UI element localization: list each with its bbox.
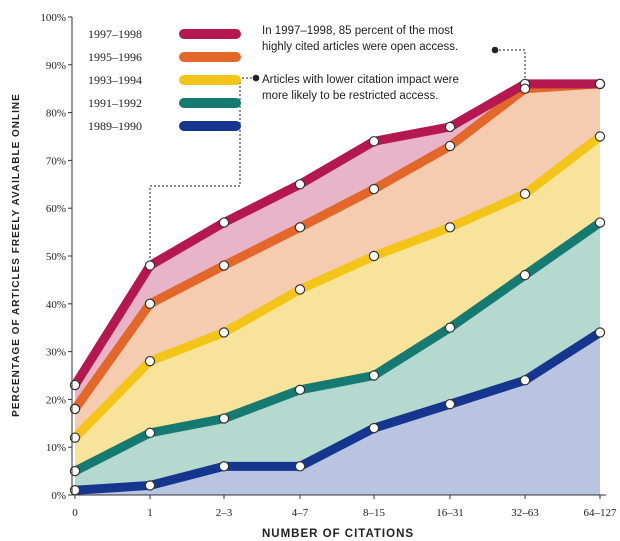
series-line-3 (70, 132, 605, 443)
x-tick-label: 64–127 (584, 507, 618, 519)
x-tick-label: 0 (72, 507, 78, 519)
y-tick-label: 40% (46, 299, 66, 311)
annotation-text: more likely to be restricted access. (262, 90, 438, 102)
legend-label: 1995–1996 (88, 50, 142, 64)
series-line-2 (70, 79, 605, 414)
annotation-dot (491, 46, 499, 54)
x-tick-label: 32–63 (511, 507, 539, 519)
annotation-dot (252, 74, 260, 82)
series-line-4 (70, 218, 605, 476)
series-line-1 (70, 79, 605, 390)
x-tick-label: 8–15 (363, 507, 386, 519)
data-point-s5-8 (594, 327, 606, 338)
data-point-s4-2 (144, 427, 156, 439)
y-tick-label: 100% (40, 12, 66, 24)
data-point-s2-5 (368, 183, 380, 195)
y-tick-label: 60% (46, 203, 66, 215)
data-point-s4-1 (69, 465, 81, 477)
data-point-s3-6 (444, 222, 456, 233)
y-tick-label: 80% (46, 108, 66, 120)
y-tick-label: 20% (46, 394, 66, 406)
data-point-s3-1 (69, 432, 81, 443)
data-point-s2-2 (144, 298, 156, 309)
axes: 0% 10% 20% 30% 40% 50% 60% 70% 80% 90% 100% 0 1 2–3 4–… (11, 12, 617, 540)
series-line-5 (70, 327, 605, 495)
data-point-s1-4 (294, 179, 306, 190)
data-point-s5-7 (519, 375, 531, 386)
data-point-s2-1 (69, 403, 81, 415)
data-point-s5-6 (444, 398, 456, 410)
data-point-s4-3 (218, 413, 230, 424)
annotation-text: Articles with lower citation impact were (262, 74, 459, 86)
y-axis-title: PERCENTAGE OF ARTICLES FREELY AVAILABLE … (11, 93, 22, 417)
x-tick-label: 16–31 (436, 507, 464, 519)
x-axis-title: NUMBER OF CITATIONS (262, 528, 414, 540)
y-tick-label: 50% (46, 251, 66, 263)
data-point-s4-7 (519, 269, 531, 281)
y-tick-label: 30% (46, 347, 66, 359)
y-tick-label: 10% (46, 442, 66, 454)
data-point-s2-4 (294, 222, 306, 233)
legend: 1997–1998 1995–1996 1993–1994 1991–1992 1989… (88, 27, 241, 133)
annotation-text: highly cited articles were open access. (262, 41, 458, 53)
annotation-text: In 1997–1998, 85 percent of the most (262, 25, 454, 37)
data-point-s4-5 (368, 370, 380, 381)
data-point-s5-2 (144, 480, 156, 491)
area-fill-2 (75, 83, 600, 438)
x-tick-label: 4–7 (292, 507, 309, 519)
data-point-s5-5 (368, 422, 380, 434)
data-point-s5-4 (294, 461, 306, 472)
data-point-s1-1 (69, 379, 81, 391)
data-point-s3-8 (594, 131, 606, 142)
y-tick-label: 0% (51, 490, 66, 502)
leader-line (149, 77, 256, 260)
y-tick-label: 90% (46, 60, 66, 72)
data-point-s3-4 (294, 284, 306, 295)
legend-label: 1989–1990 (88, 119, 142, 133)
annotations: In 1997–1998, 85 percent of the most high… (252, 25, 499, 102)
data-point-s2-7 (519, 83, 531, 94)
x-tick-label: 2–3 (216, 507, 233, 519)
legend-label: 1993–1994 (88, 73, 142, 87)
x-tick-label: 1 (147, 507, 153, 519)
data-points (69, 78, 606, 496)
data-point-s1-6 (444, 121, 456, 133)
data-point-s3-3 (218, 327, 230, 338)
annotation-leaders (149, 49, 526, 260)
area-fill-5 (75, 332, 600, 495)
data-point-s2-6 (444, 140, 456, 152)
leader-line (495, 49, 526, 78)
y-tick-label: 70% (46, 155, 66, 167)
series-lines (70, 79, 605, 495)
data-point-s3-7 (519, 188, 531, 200)
data-point-s4-8 (594, 217, 606, 228)
data-point-s4-4 (294, 384, 306, 396)
data-point-s3-5 (368, 250, 380, 262)
data-point-s1-3 (218, 217, 230, 228)
data-point-s1-2 (144, 260, 156, 271)
legend-label: 1991–1992 (88, 96, 142, 110)
data-point-s4-6 (444, 322, 456, 333)
data-point-s3-2 (144, 355, 156, 367)
data-point-s2-3 (218, 260, 230, 271)
data-point-s1-5 (368, 136, 380, 147)
data-point-s2-8 (594, 78, 606, 90)
data-point-s5-3 (218, 461, 230, 472)
legend-label: 1997–1998 (88, 27, 142, 41)
